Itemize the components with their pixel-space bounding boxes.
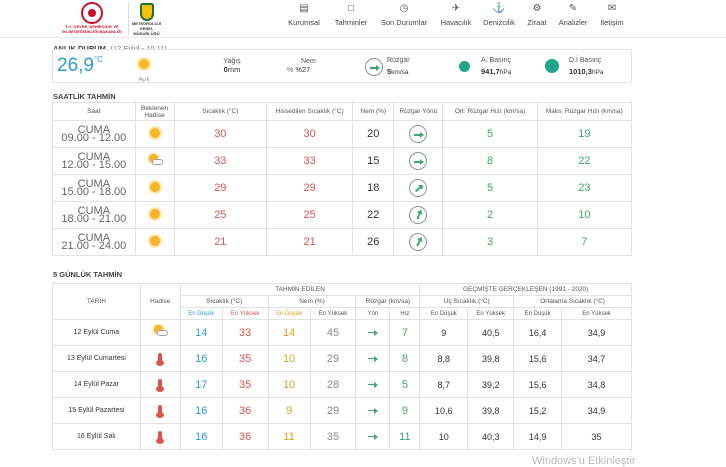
nav-denizcilik[interactable]: ⚓ Denizcilik <box>481 0 517 38</box>
time-cell: CUMA 15.00 - 18.00 <box>52 174 136 202</box>
col-ruzgar-yonu: Rüzgar Yönü <box>393 102 444 121</box>
current-temp: 26,9°C <box>57 55 103 76</box>
col-maks-ruzgar: Maks. Rüzgar Hızı (km/sa) <box>536 102 633 121</box>
thermometer-icon <box>156 353 165 367</box>
mgm-logo[interactable]: METEOROLOJİ GENEL MÜDÜRLÜĞÜ <box>128 2 164 36</box>
wind-direction-icon <box>364 324 382 342</box>
group-past: GEÇMİŞTE GERÇEKLEŞEN (1991 - 2020) <box>419 283 632 296</box>
ministry-seal-icon <box>81 2 103 24</box>
pressure-icon <box>459 61 470 72</box>
mgm-logo-text: METEOROLOJİ GENEL MÜDÜRLÜĞÜ <box>131 21 162 36</box>
col-hadise: Beklenen Hadise <box>134 102 175 121</box>
partly-cloudy-icon <box>147 153 163 166</box>
current-title: ANLIK DURUM (12 Eylül - 10.11) <box>53 38 167 56</box>
table-row: 13 Eylül Cumartesi 16 35 10 29 8 8,8 39,… <box>52 345 632 372</box>
comment-icon: □ <box>347 3 355 14</box>
wind-direction-icon <box>406 230 431 254</box>
pen-icon: ✎ <box>568 3 578 14</box>
col-ort-ruzgar: Ort. Rüzgar Hızı (km/sa) <box>442 102 538 121</box>
group-header-row: TARİH Hadise TAHMİN EDİLEN GEÇMİŞTE GERÇ… <box>52 283 632 320</box>
table-row: 14 Eylül Pazar 17 35 10 28 5 8,7 39,2 15… <box>52 371 632 398</box>
partly-cloudy-icon <box>152 325 169 337</box>
nav-analizler[interactable]: ✎ Analizler <box>556 0 590 38</box>
wind-direction-icon <box>364 376 382 394</box>
ship-icon: ⚓ <box>492 3 506 14</box>
time-cell: CUMA 18.00 - 21.00 <box>52 201 136 229</box>
percent-icon: % <box>287 67 294 74</box>
time-cell: CUMA 09.00 - 12.00 <box>52 120 136 148</box>
wind-direction-icon <box>364 402 382 420</box>
col-nem: Nem (%) <box>352 102 395 121</box>
sun-icon <box>149 235 160 246</box>
thermometer-icon <box>156 405 165 419</box>
sun-icon <box>139 59 149 69</box>
thermometer-icon <box>156 431 165 445</box>
col-saat: Saat <box>52 102 136 121</box>
wind-direction-icon <box>364 428 382 446</box>
time-cell: CUMA 21.00 - 24.00 <box>52 228 136 256</box>
wind-direction-icon <box>409 152 428 170</box>
table-row: 15 Eylül Pazartesi 16 36 9 29 9 10,6 39,… <box>52 397 632 424</box>
wind-direction-icon <box>405 175 432 201</box>
table-row: CUMA 15.00 - 18.00 29 29 18 5 23 <box>52 174 633 202</box>
time-cell: CUMA 12.00 - 15.00 <box>52 147 136 175</box>
table-row: 16 Eylül Salı 16 36 11 35 11 10 40,3 14,… <box>52 423 632 450</box>
nav-kurumsal[interactable]: ▤ Kurumsal <box>286 0 322 38</box>
current-date: (12 Eylül - 10.11) <box>110 44 167 53</box>
nav-iletisim[interactable]: ✉ İletişim <box>596 0 628 38</box>
table-row: CUMA 18.00 - 21.00 25 25 22 2 10 <box>52 201 633 229</box>
clock-icon: ◷ <box>399 3 409 14</box>
table-row: 12 Eylül Cuma 14 33 14 45 7 9 40,5 16,4 … <box>52 319 632 346</box>
thermometer-icon <box>156 379 165 393</box>
col-hadise: Hadise <box>139 283 181 320</box>
sun-icon <box>149 208 160 219</box>
col-tarih: TARİH <box>52 283 141 320</box>
tractor-icon: ⚙ <box>532 3 542 14</box>
windows-activation-watermark: Windows'u Etkinleştir <box>532 455 636 467</box>
sun-icon <box>149 127 160 138</box>
hourly-header-row: Saat Beklenen Hadise Sıcaklık (°C) Hisse… <box>52 102 633 121</box>
daily-title: 5 GÜNLÜK TAHMİN <box>53 270 123 279</box>
daily-table: TARİH Hadise TAHMİN EDİLEN GEÇMİŞTE GERÇ… <box>52 283 632 450</box>
wind-direction-icon <box>364 350 382 368</box>
ministry-logo-text: T.C. ÇEVRE, ŞEHİRCİLİK VE İKLİM DEĞİŞİKL… <box>62 24 122 34</box>
nav-tahminler[interactable]: □ Tahminler <box>331 0 371 38</box>
sea-pressure-icon <box>545 59 559 73</box>
mgm-shield-icon <box>139 3 154 21</box>
nav-son-durumlar[interactable]: ◷ Son Durumlar <box>379 0 429 38</box>
sun-icon <box>149 181 160 192</box>
nav-ziraat[interactable]: ⚙ Ziraat <box>524 0 550 38</box>
plane-icon: ✈ <box>451 3 461 14</box>
book-icon: ▤ <box>299 3 309 14</box>
nav-havacilik[interactable]: ✈ Havacılık <box>438 0 474 38</box>
site-header: T.C. ÇEVRE, ŞEHİRCİLİK VE İKLİM DEĞİŞİKL… <box>0 0 726 38</box>
rain-cell: Yağış 0mm <box>223 58 241 74</box>
hourly-table: Saat Beklenen Hadise Sıcaklık (°C) Hisse… <box>52 102 633 256</box>
wind-direction-icon <box>365 58 383 76</box>
col-sicaklik: Sıcaklık (°C) <box>173 102 268 121</box>
sub-header-row: Sıcaklık (°C) Nem (%) Rüzgar (km/sa) Uç … <box>53 295 632 308</box>
group-forecast: TAHMİN EDİLEN <box>179 283 421 296</box>
wind-direction-icon <box>409 125 428 143</box>
table-row: CUMA 21.00 - 24.00 21 21 26 3 7 <box>52 228 633 256</box>
current-weather: Açık <box>137 56 151 83</box>
table-row: CUMA 12.00 - 15.00 33 33 15 8 22 <box>52 147 633 175</box>
mail-icon: ✉ <box>607 3 617 14</box>
table-row: CUMA 09.00 - 12.00 30 30 20 5 19 <box>52 120 633 148</box>
hourly-title: SAATLİK TAHMİN <box>53 92 116 101</box>
current-conditions: 26,9°C Açık Yağış 0mm Nem % %27 Rüzgar 5… <box>52 49 632 83</box>
wind-direction-icon <box>406 203 430 227</box>
ministry-logo[interactable]: T.C. ÇEVRE, ŞEHİRCİLİK VE İKLİM DEĞİŞİKL… <box>62 2 122 36</box>
humidity-cell: Nem % %27 <box>287 58 316 74</box>
col-hissedilen: Hissedilen Sıcaklık (°C) <box>266 102 354 121</box>
